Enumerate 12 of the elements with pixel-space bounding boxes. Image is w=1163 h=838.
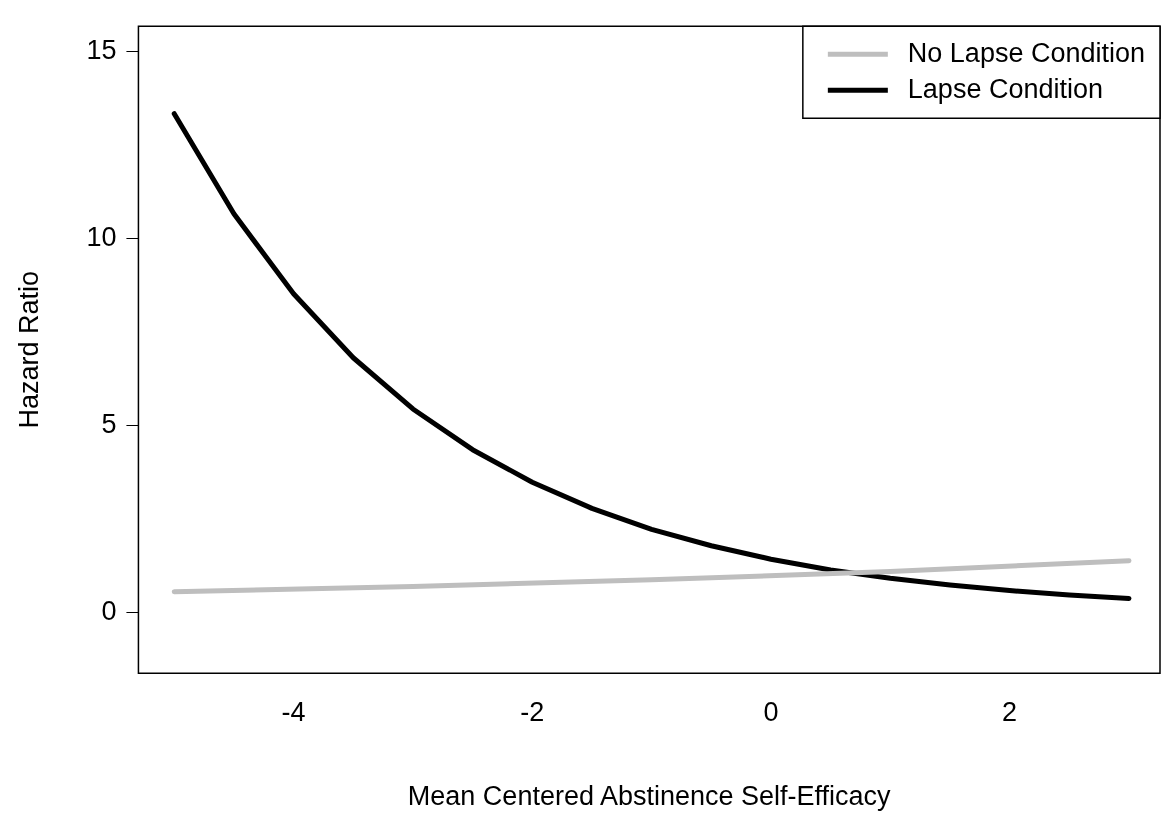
y-tick-label: 0 [101, 595, 117, 626]
x-tick-label: 2 [1002, 696, 1018, 727]
y-tick-label: 5 [101, 408, 117, 439]
x-tick-label: -2 [520, 696, 545, 727]
x-tick-label: 0 [763, 696, 779, 727]
y-axis-title: Hazard Ratio [13, 270, 44, 429]
y-tick-label: 15 [86, 35, 117, 66]
y-tick-label: 10 [86, 221, 117, 252]
x-tick-label: -4 [281, 696, 306, 727]
x-axis-title: Mean Centered Abstinence Self-Efficacy [407, 781, 892, 812]
legend-label: Lapse Condition [907, 73, 1103, 104]
legend-label: No Lapse Condition [907, 37, 1146, 68]
